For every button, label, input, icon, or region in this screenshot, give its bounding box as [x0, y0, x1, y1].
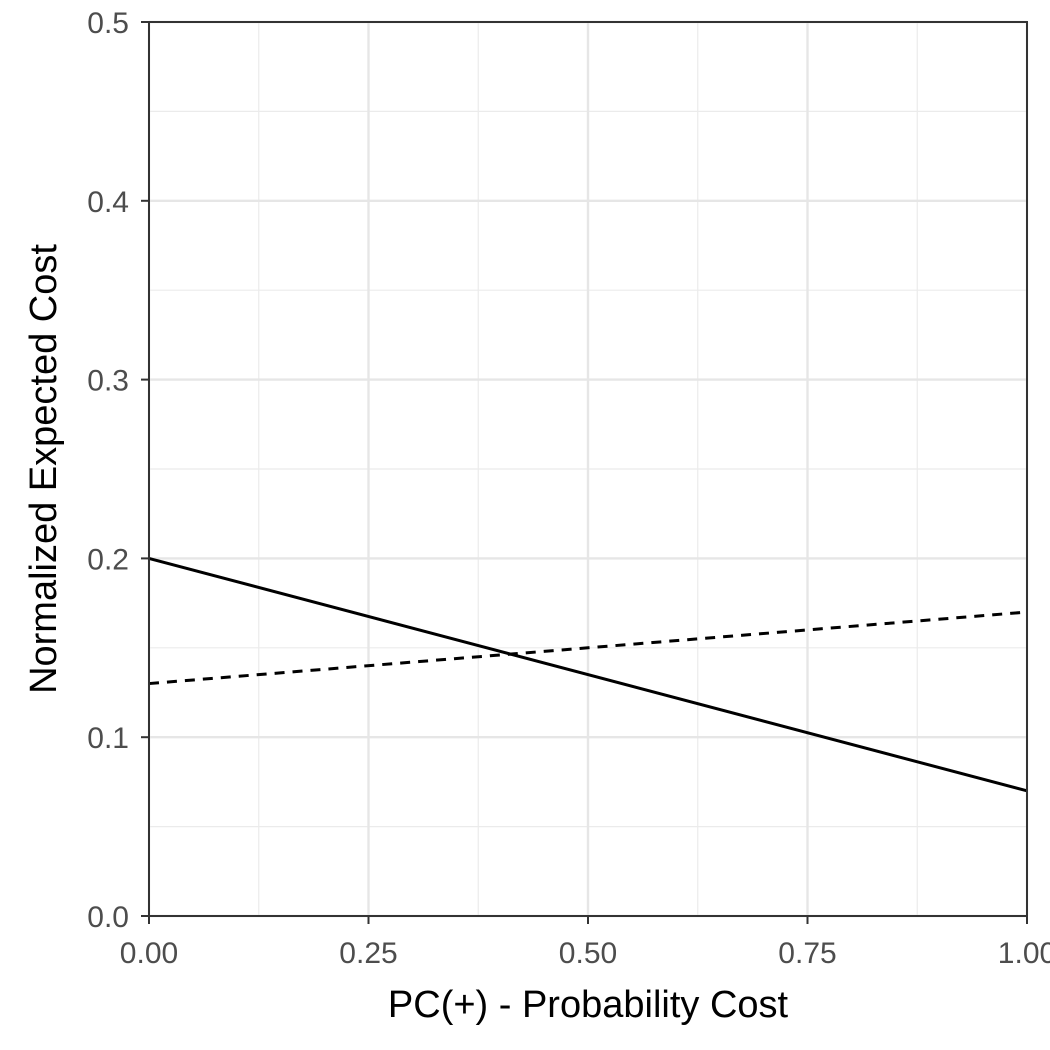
- y-tick-label: 0.3: [87, 365, 129, 398]
- y-tick-label: 0.5: [87, 7, 129, 40]
- y-tick-label: 0.0: [87, 901, 129, 934]
- y-axis-title: Normalized Expected Cost: [23, 244, 65, 694]
- y-tick-label: 0.2: [87, 543, 129, 576]
- dashed-series-line: [148, 610, 1028, 686]
- x-tick-label: 0.25: [339, 937, 397, 970]
- x-tick-label: 1.00: [998, 937, 1050, 970]
- y-tick-label: 0.4: [87, 186, 129, 219]
- y-tick-label: 0.1: [87, 722, 129, 755]
- x-tick-label: 0.75: [778, 937, 836, 970]
- x-axis-tick-labels: 0.00 0.25 0.50 0.75 1.00: [120, 937, 1050, 970]
- x-tick-label: 0.00: [120, 937, 178, 970]
- solid-series-line: [148, 556, 1028, 793]
- axis-ticks: [141, 21, 1028, 924]
- x-axis-title: PC(+) - Probability Cost: [388, 984, 789, 1026]
- x-tick-label: 0.50: [559, 937, 617, 970]
- series-lines: [148, 556, 1028, 793]
- y-axis-tick-labels: 0.0 0.1 0.2 0.3 0.4 0.5: [87, 7, 129, 934]
